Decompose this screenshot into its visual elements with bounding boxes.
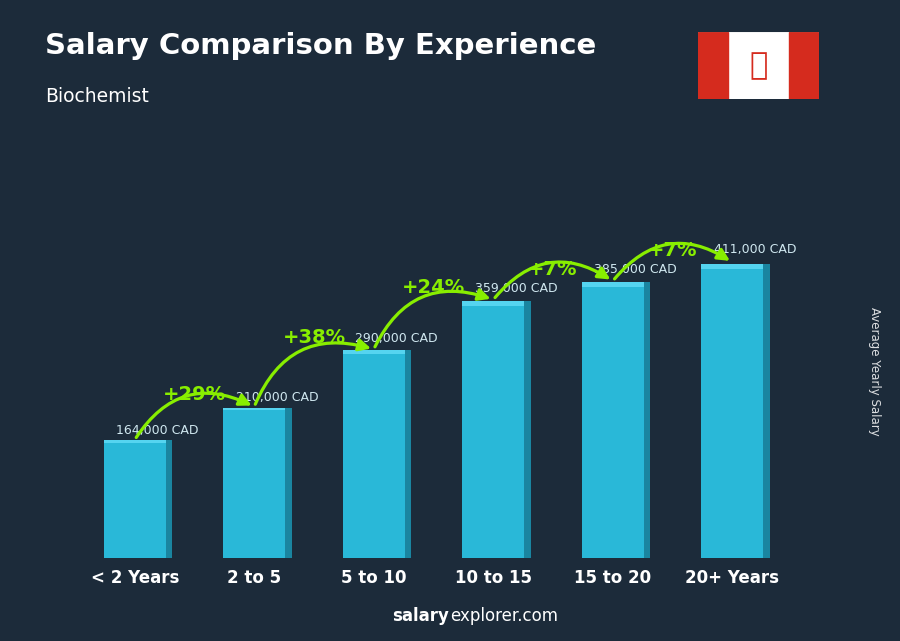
Text: 164,000 CAD: 164,000 CAD [116,424,199,438]
Bar [104,440,166,558]
Bar [701,264,763,558]
Text: 290,000 CAD: 290,000 CAD [356,332,437,345]
Bar [166,440,172,558]
Bar [223,408,285,410]
Text: +7%: +7% [648,241,698,260]
Text: 411,000 CAD: 411,000 CAD [714,244,796,256]
Bar [285,408,292,558]
Bar [763,264,769,558]
Text: 🍁: 🍁 [749,51,768,80]
Text: 210,000 CAD: 210,000 CAD [236,391,319,404]
Text: 385,000 CAD: 385,000 CAD [594,263,677,276]
Text: Average Yearly Salary: Average Yearly Salary [868,308,881,436]
Bar [223,408,285,558]
Bar [463,301,525,558]
Bar [525,301,531,558]
Bar [104,440,166,442]
Bar [405,351,411,558]
Bar [701,264,763,269]
Text: +7%: +7% [528,260,578,279]
Text: Salary Comparison By Experience: Salary Comparison By Experience [45,32,596,60]
Bar [581,283,643,287]
Text: Biochemist: Biochemist [45,87,148,106]
Text: salary: salary [392,607,449,625]
Bar [788,32,819,99]
Text: +29%: +29% [163,385,226,404]
Text: +24%: +24% [402,278,465,297]
Text: explorer.com: explorer.com [450,607,558,625]
Bar [698,32,728,99]
Bar [343,351,405,558]
Bar [463,301,525,306]
Bar [644,283,650,558]
Bar [343,351,405,354]
Text: 359,000 CAD: 359,000 CAD [474,281,557,295]
Bar [581,283,643,558]
Text: +38%: +38% [283,328,346,347]
